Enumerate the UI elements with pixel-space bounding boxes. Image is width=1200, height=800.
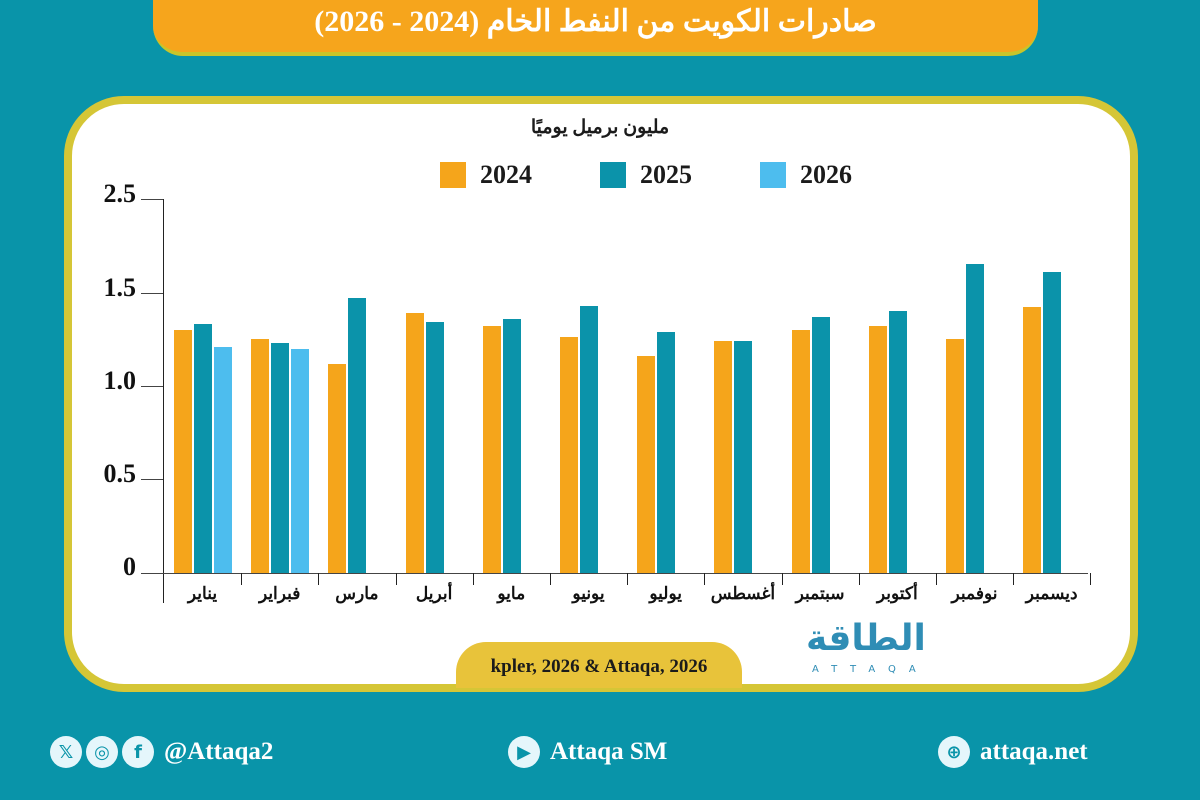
- website-url: attaqa.net: [980, 738, 1088, 765]
- y-tick-label: 0: [123, 552, 136, 581]
- y-tick-label: 1.0: [103, 366, 137, 395]
- bar-2025: [734, 341, 753, 573]
- bar-2025: [1043, 271, 1062, 573]
- x-category-label: فبراير: [258, 584, 301, 603]
- x-category-label: أبريل: [415, 584, 453, 603]
- y-tick: [141, 479, 163, 480]
- youtube-link[interactable]: ▶ Attaqa SM: [508, 736, 667, 768]
- title-banner: صادرات الكويت من النفط الخام (2024 - 202…: [153, 0, 1038, 56]
- chart-title: صادرات الكويت من النفط الخام (2024 - 202…: [314, 5, 877, 38]
- bar-2025: [966, 264, 984, 573]
- y-axis: [163, 199, 164, 603]
- x-tick: [936, 573, 937, 585]
- bar-2024: [560, 337, 578, 573]
- bar-2025: [888, 311, 907, 573]
- youtube-icon: ▶: [508, 736, 540, 768]
- x-tick: [318, 573, 320, 585]
- x-tick: [858, 573, 860, 585]
- legend-swatch-2026: [760, 162, 786, 188]
- logo-arabic: الطاقة: [806, 618, 926, 659]
- footer: 𝕏 ◎ f @Attaqa2 ▶ Attaqa SM ⊕ attaqa.net: [0, 736, 1200, 776]
- x-tick: [1090, 573, 1092, 585]
- bar-2024: [482, 326, 501, 573]
- bar-2025: [580, 305, 598, 573]
- x-category-label: يونيو: [572, 584, 605, 603]
- bar-2025: [811, 316, 830, 573]
- bar-2024: [251, 339, 270, 573]
- x-category-label: نوفمبر: [951, 584, 998, 603]
- bar-2024: [405, 313, 424, 573]
- website-link[interactable]: ⊕ attaqa.net: [938, 736, 1088, 768]
- x-category-label: يوليو: [649, 584, 682, 603]
- legend: 2024 2025 2026: [440, 160, 920, 190]
- x-category-label: أغسطس: [710, 584, 776, 603]
- legend-label: 2024: [480, 160, 532, 189]
- source-text: kpler, 2026 & Attaqa, 2026: [490, 656, 708, 677]
- bar-2025: [502, 318, 521, 573]
- bar-2024: [328, 363, 347, 573]
- bar-2024: [174, 329, 192, 573]
- legend-label: 2025: [640, 160, 692, 189]
- x-category-label: مايو: [497, 584, 526, 603]
- bar-2024: [714, 341, 733, 573]
- bar-2024: [946, 339, 964, 573]
- legend-swatch-2024: [440, 162, 466, 188]
- legend-item-2025: 2025: [600, 160, 760, 190]
- legend-swatch-2025: [600, 162, 626, 188]
- bar-2025: [271, 342, 290, 573]
- x-tick: [704, 573, 706, 585]
- unit-label: مليون برميل يوميًا: [530, 117, 670, 138]
- bar-2024: [868, 326, 887, 573]
- y-tick: [141, 199, 163, 200]
- x-icon[interactable]: 𝕏: [50, 736, 82, 768]
- social-handle[interactable]: @Attaqa2: [164, 738, 274, 765]
- x-tick: [1013, 573, 1015, 585]
- instagram-icon[interactable]: ◎: [86, 736, 118, 768]
- x-tick: [241, 573, 243, 585]
- x-tick: [472, 573, 474, 585]
- y-tick: [141, 386, 163, 387]
- bar-2026: [214, 346, 232, 573]
- legend-item-2024: 2024: [440, 160, 600, 190]
- x-axis: [141, 573, 1088, 574]
- y-tick-label: 0.5: [103, 459, 137, 488]
- x-category-label: سبتمبر: [795, 584, 845, 603]
- x-category-label: ديسمبر: [1025, 584, 1078, 603]
- y-tick-label: 2.5: [103, 179, 137, 208]
- legend-item-2026: 2026: [760, 160, 920, 190]
- y-tick: [141, 293, 163, 294]
- bar-2024: [637, 356, 656, 573]
- bar-2024: [1023, 307, 1042, 573]
- x-category-label: مارس: [335, 584, 379, 603]
- bar-2025: [348, 298, 367, 573]
- x-tick: [627, 573, 629, 585]
- y-tick-label: 1.5: [103, 273, 137, 302]
- bar-2025: [425, 322, 444, 573]
- attaqa-logo: الطاقة ATTAQA: [806, 618, 986, 682]
- facebook-icon[interactable]: f: [122, 736, 154, 768]
- x-category-label: أكتوبر: [876, 584, 918, 603]
- bar-2025: [657, 331, 676, 573]
- x-tick: [395, 573, 397, 585]
- x-tick: [550, 573, 551, 585]
- legend-label: 2026: [800, 160, 852, 189]
- x-category-label: يناير: [187, 584, 218, 603]
- source-banner: kpler, 2026 & Attaqa, 2026: [456, 642, 742, 688]
- bar-2025: [194, 324, 212, 573]
- bar-2026: [291, 348, 310, 573]
- bar-2024: [791, 329, 810, 573]
- social-links: 𝕏 ◎ f @Attaqa2: [50, 736, 273, 768]
- logo-english: ATTAQA: [812, 664, 929, 675]
- youtube-channel: Attaqa SM: [550, 738, 668, 765]
- x-tick: [781, 573, 783, 585]
- globe-icon: ⊕: [938, 736, 970, 768]
